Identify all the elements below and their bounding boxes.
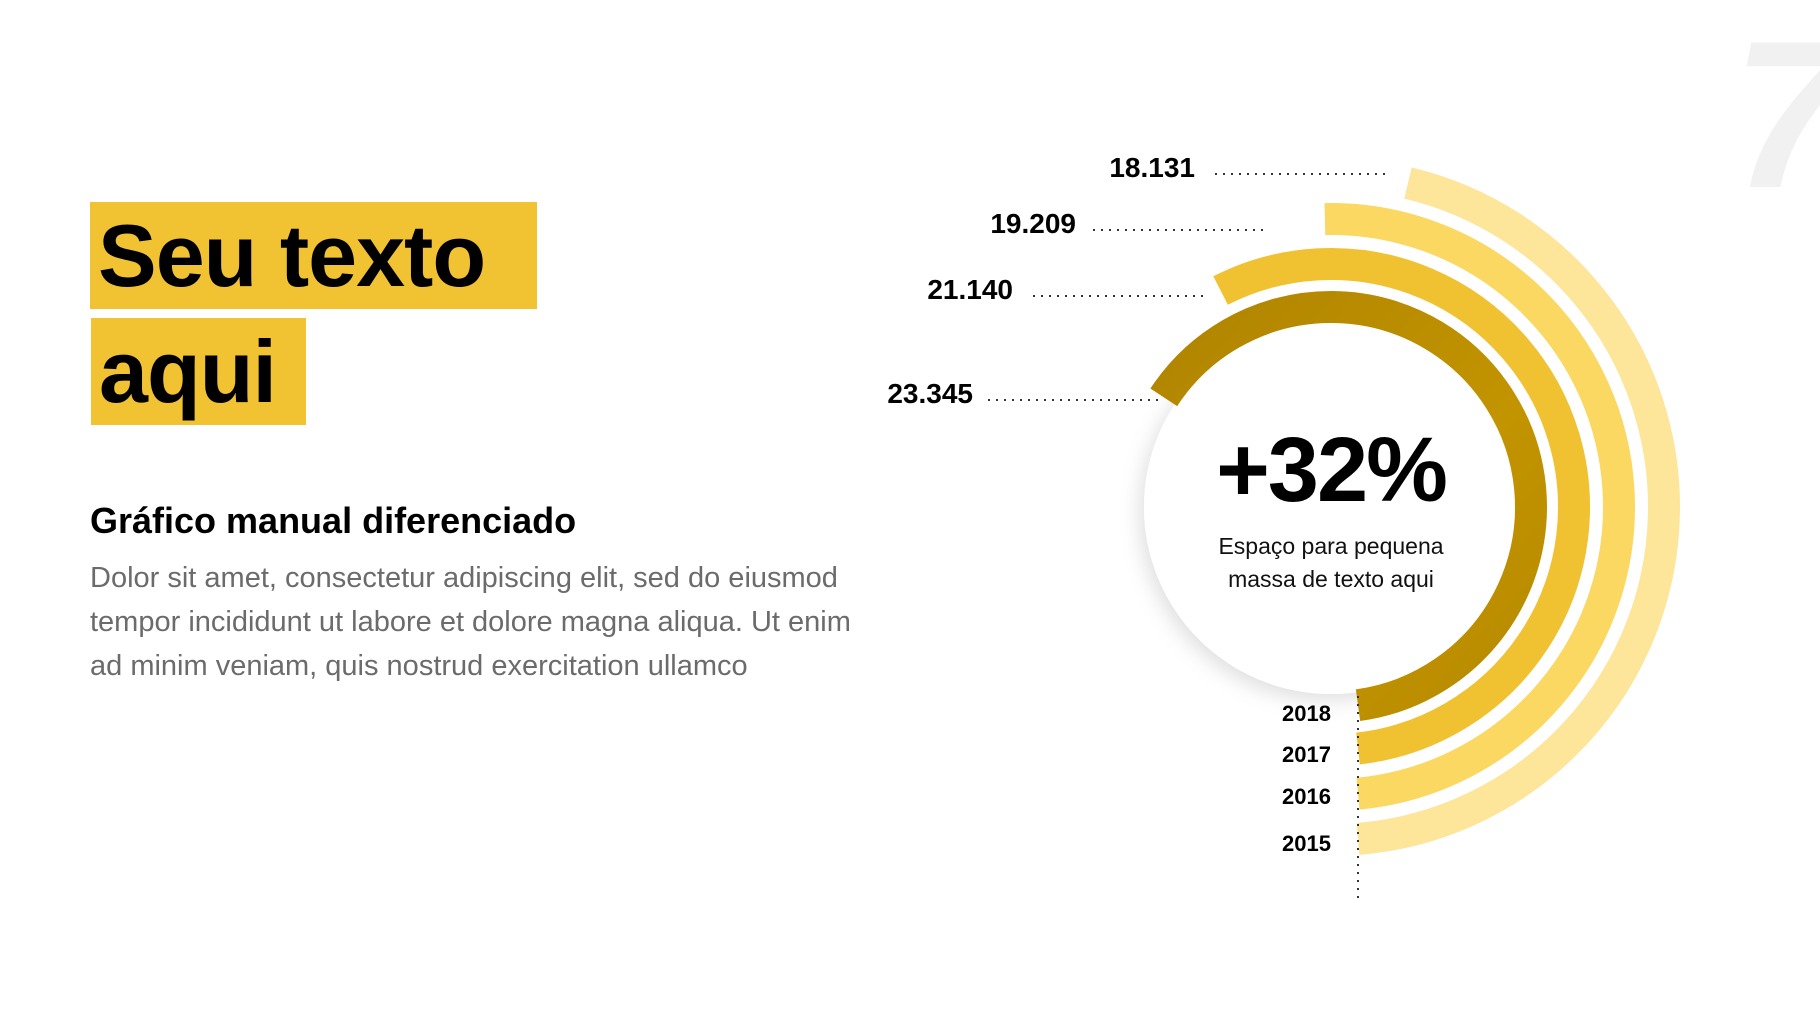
year-label-2015: 2015: [1282, 831, 1331, 856]
value-label-2018: 23.345: [887, 378, 973, 409]
value-label-2016: 19.209: [990, 208, 1076, 239]
body-paragraph: Dolor sit amet, consectetur adipiscing e…: [90, 562, 851, 682]
arc-bar-2016: [1324, 203, 1635, 810]
title-line-1: Seu texto: [90, 202, 537, 309]
year-label-2018: 2018: [1282, 701, 1331, 726]
center-caption-line-1: Espaço para pequena: [1218, 533, 1444, 559]
subtitle: Gráfico manual diferenciado: [90, 500, 577, 541]
slide-number: 7: [1732, 10, 1820, 220]
title-line-2: aqui: [91, 318, 306, 425]
center-caption: Espaço para pequena massa de texto aqui: [1181, 530, 1481, 596]
center-circle: [1144, 320, 1518, 694]
year-label-2016: 2016: [1282, 784, 1331, 809]
arc-bar-2015: [1356, 167, 1680, 855]
arc-bar-2018: [1150, 291, 1547, 722]
year-label-2017: 2017: [1282, 742, 1331, 767]
value-label-2017: 21.140: [927, 274, 1013, 305]
center-caption-line-2: massa de texto aqui: [1228, 566, 1434, 592]
arc-bar-2017: [1213, 248, 1590, 765]
center-value: +32%: [1216, 419, 1448, 521]
value-label-2015: 18.131: [1109, 152, 1195, 183]
